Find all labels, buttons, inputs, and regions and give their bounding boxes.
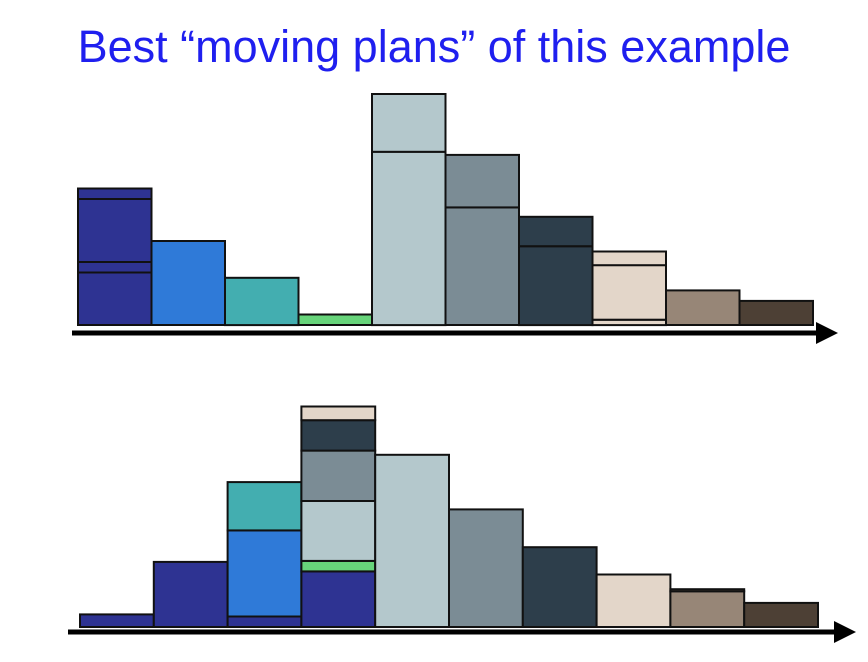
before-bar-segment (444, 206, 520, 326)
before-histogram (72, 93, 838, 344)
after-histogram (68, 405, 856, 643)
after-bar-segment (300, 500, 377, 562)
before-bar-segment (518, 215, 594, 248)
before-bar-segment (77, 261, 153, 274)
after-bar-segment (521, 546, 598, 629)
after-bar-segment (595, 573, 672, 628)
before-bar-segment (297, 313, 373, 326)
after-bar-segment (448, 508, 524, 628)
before-bar-segment (518, 245, 594, 327)
after-bar-segment (152, 560, 229, 629)
after-bar-segment (300, 405, 377, 422)
after-bar-segment (300, 449, 377, 503)
after-bar-segment (300, 419, 377, 452)
after-axis-arrowhead (834, 621, 856, 643)
after-bar-segment (300, 559, 377, 573)
after-bar-segment (226, 529, 303, 618)
after-bar-segment (743, 601, 820, 629)
before-bar-segment (77, 187, 153, 200)
before-bar-segment (371, 150, 447, 327)
slide-title: Best “moving plans” of this example (77, 21, 791, 72)
before-bar-segment (224, 276, 300, 327)
before-bar-segment (444, 153, 520, 209)
before-bar-segment (665, 289, 741, 326)
before-bar-segment (591, 250, 667, 267)
after-bar-segment (669, 590, 746, 628)
before-axis-arrowhead (816, 322, 838, 344)
before-bar-segment (738, 299, 814, 326)
after-bar-segment (374, 453, 451, 628)
before-bar-segment (77, 271, 153, 326)
before-bar-segment (77, 198, 153, 263)
after-bar-segment (300, 570, 377, 629)
before-bar-segment (591, 264, 667, 321)
after-bar-segment (669, 588, 746, 593)
before-bar-segment (371, 93, 447, 153)
after-bar-segment (226, 615, 303, 628)
before-bar-segment (150, 240, 226, 326)
after-bar-segment (226, 481, 303, 532)
after-bar-segment (79, 613, 155, 629)
